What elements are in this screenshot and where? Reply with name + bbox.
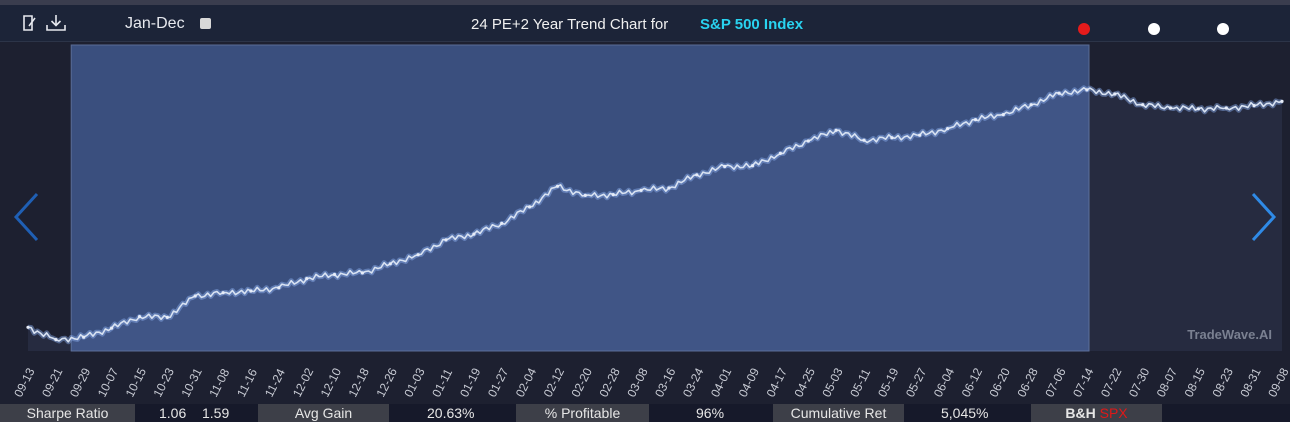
profitable-label: % Profitable (516, 404, 649, 422)
data-point (1085, 88, 1089, 92)
data-point (806, 139, 810, 143)
highlight-range[interactable] (70, 44, 1090, 352)
data-point (1168, 106, 1173, 110)
data-point (110, 326, 114, 330)
data-point (1280, 99, 1284, 103)
indicator-dot-red[interactable] (1078, 23, 1090, 35)
series-area (28, 87, 1282, 352)
data-point (890, 136, 894, 140)
date-range-checkbox[interactable] (200, 18, 211, 29)
data-point (583, 193, 587, 197)
watermark: TradeWave.AI (1187, 327, 1272, 342)
sharpe-ratio-label: Sharpe Ratio (0, 404, 135, 422)
data-point (1196, 107, 1200, 111)
data-point (555, 184, 560, 188)
data-point (750, 164, 755, 168)
data-point (388, 262, 392, 266)
symbol-link[interactable]: S&P 500 Index (700, 16, 804, 33)
data-point (193, 294, 197, 298)
data-point (472, 232, 476, 236)
data-point (416, 253, 420, 257)
date-range-label: Jan-Dec (125, 15, 185, 32)
data-point (667, 186, 671, 190)
nav-right-arrow-icon[interactable] (1251, 192, 1277, 242)
buy-hold-text: B&H (1065, 405, 1096, 421)
data-point (277, 286, 281, 290)
data-points (26, 88, 1284, 342)
cumulative-ret-value: 5,045% (941, 405, 989, 421)
data-point (137, 315, 142, 319)
stats-bar: Sharpe Ratio 1.06 1.59 Avg Gain 20.63% %… (0, 404, 1290, 422)
data-point (360, 271, 364, 275)
profitable-value: 96% (696, 405, 725, 421)
indicator-dot-white-1[interactable] (1148, 23, 1160, 35)
top-border (0, 0, 1290, 5)
data-point (528, 205, 532, 209)
data-point (778, 151, 783, 155)
series-line (27, 87, 1283, 343)
data-point (249, 289, 253, 293)
document-icon[interactable] (20, 13, 40, 33)
data-point (918, 133, 922, 137)
cumulative-ret-label: Cumulative Ret (773, 404, 904, 422)
data-point (1141, 103, 1145, 107)
download-icon[interactable] (45, 13, 66, 33)
line-chart: 09-13 09-21 09-29 10-07 10-15 10-23 10-31 11-08… (0, 42, 1290, 404)
buy-hold-label[interactable]: B&H SPX (1031, 404, 1162, 422)
indicator-dot-white-2[interactable] (1217, 23, 1229, 35)
data-point (26, 325, 30, 329)
data-point (54, 338, 58, 342)
data-point (946, 127, 950, 131)
data-point (695, 173, 699, 177)
data-point (862, 138, 866, 142)
data-point (305, 277, 309, 281)
data-point (723, 164, 727, 169)
data-point (834, 128, 838, 132)
sharpe-ratio-value-1: 1.06 (159, 405, 187, 421)
data-point (444, 238, 448, 242)
chart-header: Jan-Dec 24 PE+2 Year Trend Chart for S&P… (0, 5, 1290, 42)
data-point (973, 118, 978, 122)
data-point (332, 272, 337, 277)
data-point (639, 188, 643, 192)
data-point (1029, 103, 1033, 107)
avg-gain-label: Avg Gain (258, 404, 389, 422)
chart-title: 24 PE+2 Year Trend Chart for (471, 16, 669, 33)
data-point (1057, 91, 1061, 95)
data-point (1113, 92, 1117, 96)
nav-left-arrow-icon[interactable] (13, 192, 39, 242)
data-point (1001, 113, 1005, 117)
data-point (165, 315, 169, 319)
data-point (1252, 104, 1256, 108)
data-point (82, 335, 86, 339)
data-point (611, 193, 615, 197)
sharpe-ratio-value-2: 1.59 (202, 405, 230, 421)
data-point (221, 291, 225, 295)
data-point (1224, 106, 1228, 110)
avg-gain-value: 20.63% (427, 405, 475, 421)
data-point (500, 221, 504, 225)
buy-hold-symbol: SPX (1099, 405, 1128, 421)
